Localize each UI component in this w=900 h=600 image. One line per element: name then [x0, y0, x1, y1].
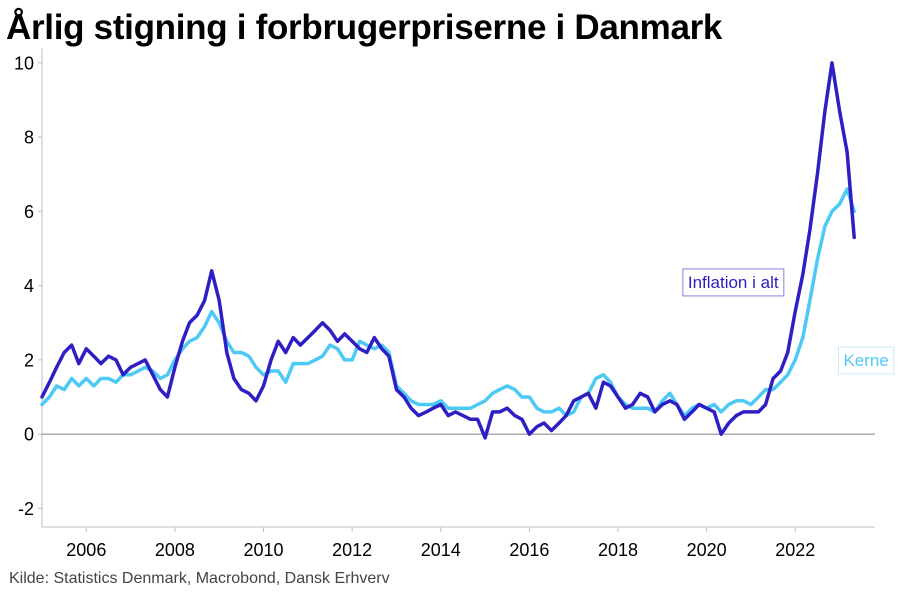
series-label-box [837, 346, 895, 375]
x-tick-label: 2022 [775, 540, 815, 560]
x-tick-label: 2014 [421, 540, 461, 560]
chart-title: Årlig stigning i forbrugerpriserne i Dan… [6, 8, 723, 47]
x-tick-label: 2008 [155, 540, 195, 560]
y-tick-label: 6 [24, 202, 34, 222]
series-label-box [682, 268, 785, 297]
series-label-inflation: Inflation i alt [682, 268, 785, 297]
series-line-inflation [40, 61, 856, 440]
y-tick-label: 4 [24, 276, 34, 296]
x-tick-label: 2010 [244, 540, 284, 560]
series-label-text: Inflation i alt [688, 273, 779, 292]
series-label-kerne: Kerne [837, 346, 895, 375]
series-line-kerne [40, 187, 856, 418]
series-layer [40, 61, 856, 440]
y-tick-label: 2 [24, 350, 34, 370]
y-tick-label: 0 [24, 425, 34, 445]
x-tick-label: 2016 [509, 540, 549, 560]
series-label-text: Kerne [843, 351, 888, 370]
y-tick-label: 8 [24, 128, 34, 148]
x-tick-label: 2020 [687, 540, 727, 560]
y-tick-label: 10 [14, 53, 34, 73]
x-tick-label: 2018 [598, 540, 638, 560]
series-labels: Inflation i alt Kerne [682, 268, 895, 375]
axes: -2 0 2 4 6 8 10 2006 2008 2010 2012 2014 2016 2018 202… [14, 48, 875, 560]
source-note: Kilde: Statistics Denmark, Macrobond, Da… [9, 570, 390, 587]
x-tick-label: 2006 [66, 540, 106, 560]
x-tick-label: 2012 [332, 540, 372, 560]
y-tick-label: -2 [18, 499, 34, 519]
